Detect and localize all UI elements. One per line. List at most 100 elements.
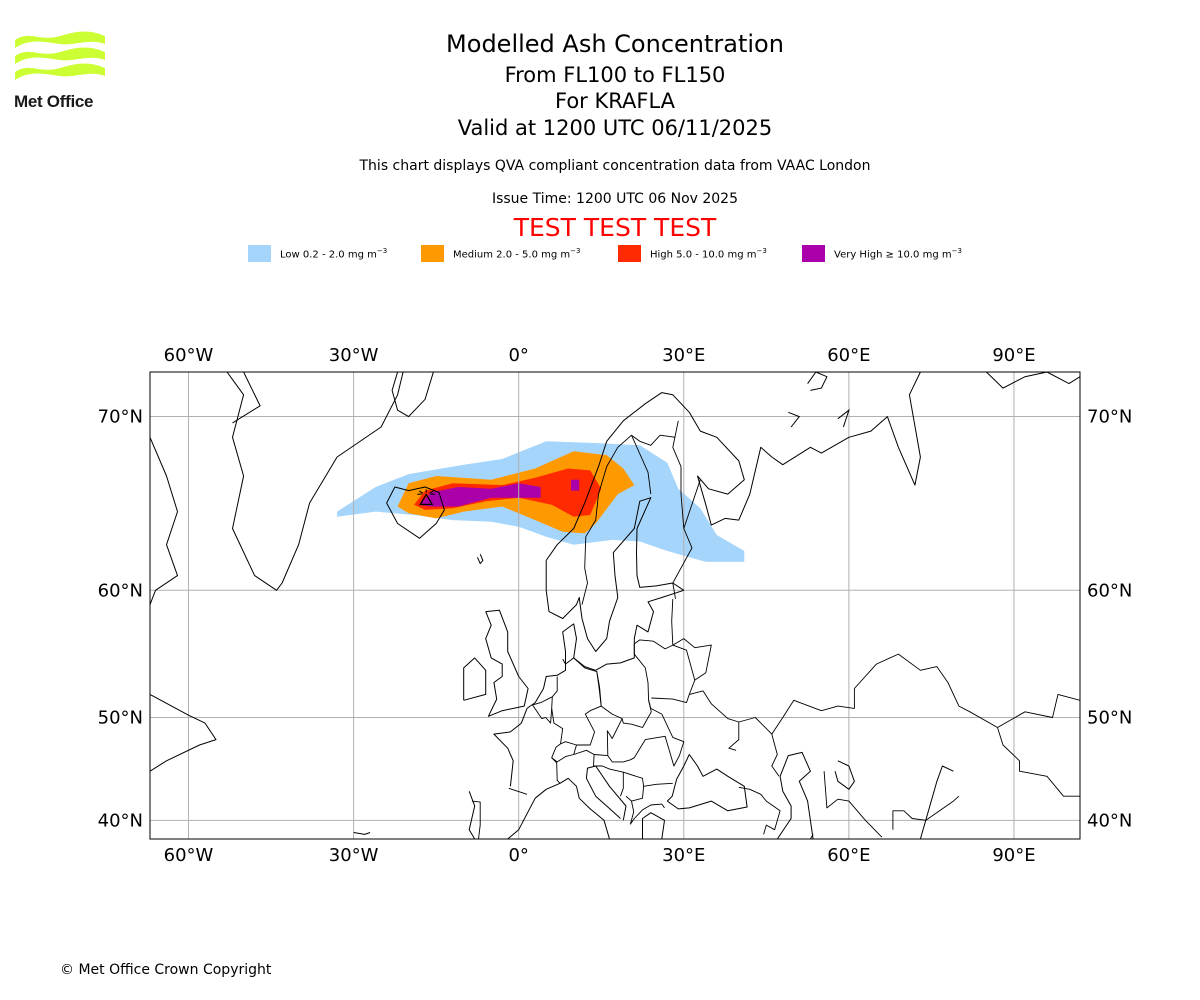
lat-label-left: 40°N	[98, 810, 143, 831]
coastline	[468, 791, 476, 839]
lon-label-bottom: 90°E	[992, 845, 1035, 866]
coastline	[353, 832, 371, 835]
legend-swatch-low	[248, 245, 271, 262]
coastline	[150, 693, 217, 772]
island-coastline	[788, 411, 801, 428]
ash-layer	[337, 441, 745, 562]
country-border	[606, 700, 685, 767]
valid-time: Valid at 1200 UTC 06/11/2025	[457, 116, 773, 140]
country-border	[551, 743, 561, 784]
legend-unit-exp-high: −3	[756, 247, 767, 255]
legend-swatch-very-high	[802, 245, 825, 262]
country-border	[551, 744, 577, 763]
test-banner: TEST TEST TEST	[513, 213, 717, 242]
coastline	[545, 497, 685, 652]
country-border	[623, 771, 645, 802]
country-border	[683, 479, 701, 529]
legend-label-very-high: Very High ≥ 10.0 mg m	[834, 249, 952, 261]
legend-unit-exp-very-high: −3	[951, 247, 962, 255]
country-border	[997, 693, 1080, 728]
chart-description: This chart displays QVA compliant concen…	[359, 158, 871, 174]
ash-very-high-region	[419, 483, 541, 507]
lat-label-left: 60°N	[98, 580, 143, 601]
country-border	[471, 800, 481, 839]
country-border	[738, 653, 998, 735]
lon-label-bottom: 60°W	[164, 845, 214, 866]
island-coastline	[232, 372, 261, 424]
coastline	[834, 760, 855, 790]
lat-label-left: 50°N	[98, 707, 143, 728]
country-border	[581, 434, 676, 605]
country-border	[689, 690, 740, 751]
legend-swatch-high	[618, 245, 641, 262]
country-border	[631, 435, 652, 495]
ash-very-high-region	[571, 479, 580, 491]
coastline	[666, 754, 748, 812]
coastlines	[150, 372, 1080, 839]
country-border	[997, 727, 1080, 797]
lon-label-top: 60°E	[827, 345, 870, 366]
lon-label-top: 0°	[508, 345, 528, 366]
country-border	[551, 657, 602, 746]
country-border	[596, 643, 652, 728]
met-office-wave-icon	[15, 31, 105, 80]
coastline	[226, 372, 404, 591]
country-border	[629, 801, 665, 825]
coastline	[545, 372, 921, 561]
country-borders	[471, 420, 1080, 839]
volcano-layer	[417, 489, 436, 506]
island-coastline	[391, 372, 434, 418]
lon-label-top: 60°W	[164, 345, 214, 366]
coastline	[507, 777, 610, 839]
lat-label-right: 60°N	[1087, 580, 1132, 601]
coastline	[463, 657, 487, 701]
volcano-marker-icon	[417, 489, 436, 506]
legend-unit-exp-medium: −3	[570, 247, 581, 255]
island-coastline	[837, 408, 850, 428]
lon-label-bottom: 0°	[508, 845, 528, 866]
island-coastline	[476, 554, 484, 565]
lat-label-right: 40°N	[1087, 810, 1132, 831]
legend-swatch-medium	[421, 245, 444, 262]
lat-label-right: 50°N	[1087, 707, 1132, 728]
legend-label-low: Low 0.2 - 2.0 mg m	[280, 249, 377, 261]
country-border	[672, 638, 712, 681]
country-border	[672, 582, 676, 599]
country-border	[771, 733, 780, 777]
coastline	[493, 589, 684, 787]
country-border	[672, 420, 693, 584]
coastline	[150, 437, 178, 605]
coastline	[642, 812, 665, 839]
country-border	[593, 754, 624, 797]
lon-label-bottom: 30°W	[329, 845, 379, 866]
legend-unit-exp-low: −3	[376, 247, 388, 255]
lon-label-bottom: 30°E	[662, 845, 705, 866]
chart-title: Modelled Ash Concentration	[446, 30, 784, 58]
coastline	[585, 765, 627, 821]
lon-label-top: 30°W	[329, 345, 379, 366]
volcano-name: For KRAFLA	[555, 89, 675, 113]
island-coastline	[986, 372, 1080, 389]
flight-levels: From FL100 to FL150	[504, 63, 726, 87]
map-frame	[149, 371, 1081, 840]
country-border	[643, 782, 673, 787]
country-border	[738, 786, 781, 835]
legend-label-medium: Medium 2.0 - 5.0 mg m	[453, 249, 571, 261]
map-content	[150, 372, 1080, 839]
country-border	[651, 644, 696, 704]
lon-label-top: 30°E	[662, 345, 705, 366]
met-office-logo-text: Met Office	[14, 92, 94, 111]
lat-label-right: 70°N	[1087, 407, 1132, 428]
lon-label-bottom: 60°E	[827, 845, 870, 866]
axis-tick-labels: 60°W 60°W 30°W 30°W 0° 0° 30°E 30°E 60°E 60°E 90°E…	[98, 345, 1133, 866]
met-office-logo	[15, 31, 105, 80]
lon-label-top: 90°E	[992, 345, 1035, 366]
country-border	[573, 749, 608, 757]
country-border	[810, 834, 814, 839]
lat-label-left: 70°N	[98, 407, 143, 428]
coastline	[919, 765, 954, 839]
country-border	[532, 704, 553, 724]
coastline	[386, 486, 445, 539]
country-border	[823, 771, 883, 838]
issue-time: Issue Time: 1200 UTC 06 Nov 2025	[491, 191, 739, 207]
